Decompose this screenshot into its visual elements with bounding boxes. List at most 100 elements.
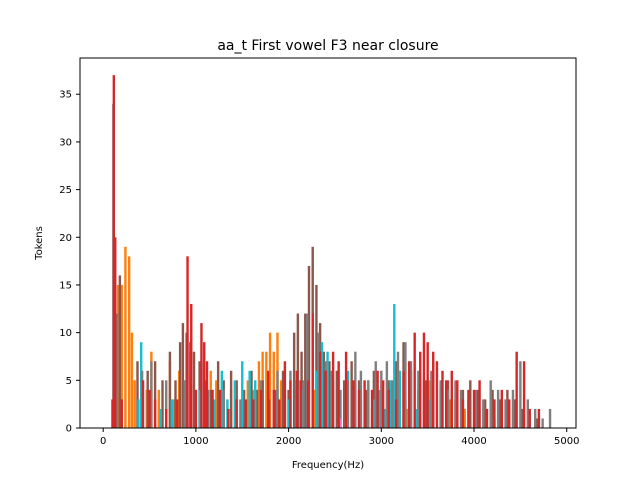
bar-5-4 <box>141 380 145 428</box>
bar-5-62 <box>500 389 504 428</box>
bar-5-2 <box>114 237 117 428</box>
bar-3-15 <box>305 313 309 428</box>
bar-5-11 <box>194 389 198 428</box>
bar-5-46 <box>413 332 416 428</box>
bar-0-10 <box>172 399 175 428</box>
bar-5-10 <box>190 304 193 428</box>
bar-0-20 <box>265 351 268 428</box>
bar-1-46 <box>394 361 398 428</box>
bar-3-46 <box>526 399 529 428</box>
bar-5-1 <box>112 75 116 428</box>
bar-3-20 <box>346 380 350 428</box>
bar-1-26 <box>281 370 285 428</box>
bar-1-18 <box>229 370 233 428</box>
bar-3-41 <box>489 380 492 428</box>
bar-0-5 <box>133 380 136 428</box>
bar-2-33 <box>415 408 418 428</box>
bar-2-0 <box>137 399 140 428</box>
bar-1-61 <box>506 389 509 428</box>
bar-2-26 <box>372 399 376 428</box>
bar-0-16 <box>246 380 250 428</box>
bar-5-8 <box>176 399 179 428</box>
bar-5-45 <box>407 361 411 428</box>
bar-3-29 <box>404 342 407 428</box>
bar-2-27 <box>378 389 381 428</box>
bar-5-39 <box>370 389 374 428</box>
bar-3-31 <box>417 370 420 428</box>
bar-1-42 <box>365 389 368 428</box>
bar-0-22 <box>272 351 275 428</box>
bar-1-62 <box>513 399 517 428</box>
bar-0-36 <box>448 399 452 428</box>
bar-1-0 <box>118 275 122 428</box>
bar-1-38 <box>335 370 339 428</box>
bar-5-41 <box>381 380 385 428</box>
y-tick-label: 0 <box>66 424 72 435</box>
bar-3-39 <box>474 389 478 428</box>
bar-5-42 <box>387 389 390 428</box>
x-axis-label: Frequency(Hz) <box>292 460 364 471</box>
bar-5-65 <box>522 361 526 428</box>
y-axis-label: Tokens <box>34 226 45 261</box>
bar-0-1 <box>120 284 123 428</box>
bar-3-3 <box>150 361 153 428</box>
bar-1-7 <box>174 380 177 428</box>
bar-2-8 <box>233 380 237 428</box>
bar-2-30 <box>393 304 396 428</box>
bar-2-9 <box>241 361 244 428</box>
y-axis: 0 5 10 15 20 25 30 35 <box>59 90 80 435</box>
bar-5-18 <box>235 399 238 428</box>
bar-1-4 <box>153 361 157 428</box>
bar-3-11 <box>276 370 279 428</box>
bar-2-2 <box>159 408 162 428</box>
bar-3-43 <box>504 399 507 428</box>
bar-1-8 <box>178 342 182 428</box>
bar-3-14 <box>302 380 305 428</box>
bar-3-42 <box>496 389 500 428</box>
bar-3-18 <box>330 370 333 428</box>
chart-title: aa_t First vowel F3 near closure <box>217 38 438 54</box>
bar-1-23 <box>261 380 264 428</box>
bar-1-65 <box>535 418 539 428</box>
bar-2-10 <box>248 370 251 428</box>
bar-1-20 <box>242 389 246 428</box>
bar-5-66 <box>528 408 531 428</box>
bar-3-21 <box>354 351 357 428</box>
bar-1-56 <box>469 380 472 428</box>
bar-2-29 <box>389 380 392 428</box>
bar-5-52 <box>441 370 444 428</box>
bar-5-12 <box>200 323 203 428</box>
bar-3-40 <box>482 399 485 428</box>
bar-5-58 <box>472 389 476 428</box>
bar-0-14 <box>215 380 218 428</box>
plot-frame <box>79 57 577 429</box>
bar-3-19 <box>339 389 342 428</box>
y-tick-label: 15 <box>59 280 72 291</box>
bar-3-49 <box>548 408 552 428</box>
bar-5-63 <box>508 399 511 428</box>
bar-1-40 <box>350 361 353 428</box>
bar-3-30 <box>409 361 413 428</box>
bar-1-57 <box>476 389 479 428</box>
bar-5-64 <box>515 351 518 428</box>
bar-3-47 <box>534 408 537 428</box>
bar-5-13 <box>203 342 206 428</box>
bar-3-37 <box>459 389 463 428</box>
x-tick-label: 0 <box>100 436 106 447</box>
bar-3-23 <box>367 380 370 428</box>
bar-0-8 <box>157 389 161 428</box>
bar-5-53 <box>445 380 448 428</box>
bar-5-24 <box>278 399 281 428</box>
y-tick-label: 10 <box>59 328 72 339</box>
bar-5-34 <box>337 361 340 428</box>
bar-2-31 <box>398 370 402 428</box>
bar-5-54 <box>450 370 453 428</box>
bar-1-50 <box>424 380 428 428</box>
series-5 <box>111 75 541 428</box>
bar-5-26 <box>289 380 292 428</box>
bar-1-63 <box>521 408 524 428</box>
x-tick-label: 3000 <box>369 436 394 447</box>
bar-5-33 <box>331 351 335 428</box>
bar-1-37 <box>328 361 331 428</box>
